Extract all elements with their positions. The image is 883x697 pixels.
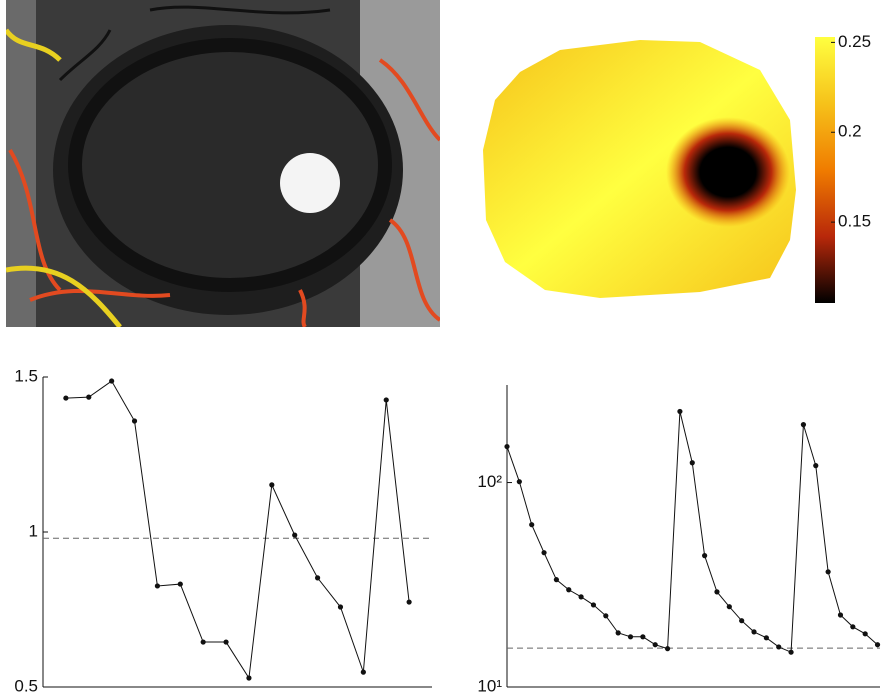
data-point xyxy=(788,650,793,655)
log-line-chart: 10¹ 10² xyxy=(477,385,880,695)
data-point xyxy=(702,553,707,558)
data-point xyxy=(269,482,274,487)
data-point xyxy=(850,624,855,629)
data-point xyxy=(764,635,769,640)
data-point xyxy=(603,613,608,618)
data-point xyxy=(739,618,744,623)
data-point xyxy=(727,604,732,609)
heat-spot xyxy=(666,117,790,227)
heatmap xyxy=(483,40,796,298)
data-point xyxy=(315,575,320,580)
data-point xyxy=(690,460,695,465)
data-point xyxy=(529,522,534,527)
data-point xyxy=(801,422,806,427)
data-point xyxy=(566,587,571,592)
data-point xyxy=(63,395,68,400)
data-point xyxy=(714,589,719,594)
data-point xyxy=(292,533,297,538)
y-tick-label: 10² xyxy=(477,472,502,491)
data-point xyxy=(591,602,596,607)
data-point xyxy=(541,550,546,555)
series-line xyxy=(66,381,409,678)
series-line xyxy=(507,411,878,652)
data-point xyxy=(653,642,658,647)
data-point xyxy=(813,463,818,468)
data-point xyxy=(155,583,160,588)
colorbar-scale xyxy=(815,37,835,303)
data-point xyxy=(616,630,621,635)
y-tick-label: 0.5 xyxy=(14,676,38,695)
data-point xyxy=(86,395,91,400)
data-point xyxy=(838,612,843,617)
colorbar-tick-label: 0.25 xyxy=(838,32,871,51)
data-point xyxy=(826,569,831,574)
data-point xyxy=(504,444,509,449)
data-point xyxy=(640,634,645,639)
colorbar-tick-label: 0.15 xyxy=(838,212,871,231)
y-tick-label: 1 xyxy=(29,521,38,540)
photo xyxy=(6,0,440,327)
data-point xyxy=(665,646,670,651)
data-point xyxy=(628,634,633,639)
data-point xyxy=(201,639,206,644)
data-point xyxy=(223,639,228,644)
data-point xyxy=(384,397,389,402)
line-chart: 0.5 1 1.5 xyxy=(14,366,432,695)
colorbar: 0.15 0.2 0.25 xyxy=(815,32,871,303)
data-point xyxy=(517,479,522,484)
colorbar-tick-label: 0.2 xyxy=(838,122,862,141)
data-point xyxy=(109,378,114,383)
data-point xyxy=(677,409,682,414)
y-tick-label: 1.5 xyxy=(14,366,38,385)
data-point xyxy=(863,631,868,636)
data-point xyxy=(132,418,137,423)
data-point xyxy=(751,629,756,634)
data-point xyxy=(579,594,584,599)
data-point xyxy=(338,604,343,609)
data-point xyxy=(776,644,781,649)
data-point xyxy=(178,581,183,586)
data-point xyxy=(875,642,880,647)
y-tick-label: 10¹ xyxy=(477,676,502,695)
figure: 0.15 0.2 0.25 0.5 1 1.5 10¹ 10² xyxy=(0,0,883,697)
data-point xyxy=(246,675,251,680)
data-point xyxy=(407,599,412,604)
data-point xyxy=(554,577,559,582)
data-point xyxy=(361,670,366,675)
